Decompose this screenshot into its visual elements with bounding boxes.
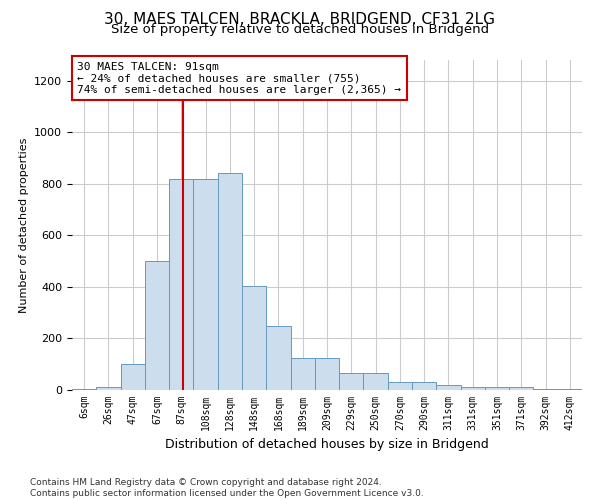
Bar — [533, 388, 558, 390]
Bar — [485, 388, 509, 390]
Bar — [364, 373, 388, 390]
Text: Size of property relative to detached houses in Bridgend: Size of property relative to detached ho… — [111, 22, 489, 36]
Bar — [242, 286, 266, 390]
Bar — [193, 178, 218, 390]
Bar — [290, 358, 315, 390]
Bar — [339, 373, 364, 390]
Text: 30, MAES TALCEN, BRACKLA, BRIDGEND, CF31 2LG: 30, MAES TALCEN, BRACKLA, BRIDGEND, CF31… — [104, 12, 496, 28]
Bar — [315, 358, 339, 390]
Bar — [412, 382, 436, 390]
Bar — [169, 178, 193, 390]
Bar — [96, 388, 121, 390]
X-axis label: Distribution of detached houses by size in Bridgend: Distribution of detached houses by size … — [165, 438, 489, 452]
Bar — [461, 388, 485, 390]
Bar — [388, 382, 412, 390]
Text: Contains HM Land Registry data © Crown copyright and database right 2024.
Contai: Contains HM Land Registry data © Crown c… — [30, 478, 424, 498]
Bar — [218, 174, 242, 390]
Bar — [145, 261, 169, 390]
Y-axis label: Number of detached properties: Number of detached properties — [19, 138, 29, 312]
Bar — [436, 385, 461, 390]
Bar — [509, 388, 533, 390]
Bar — [72, 388, 96, 390]
Bar — [266, 326, 290, 390]
Bar — [121, 364, 145, 390]
Text: 30 MAES TALCEN: 91sqm
← 24% of detached houses are smaller (755)
74% of semi-det: 30 MAES TALCEN: 91sqm ← 24% of detached … — [77, 62, 401, 95]
